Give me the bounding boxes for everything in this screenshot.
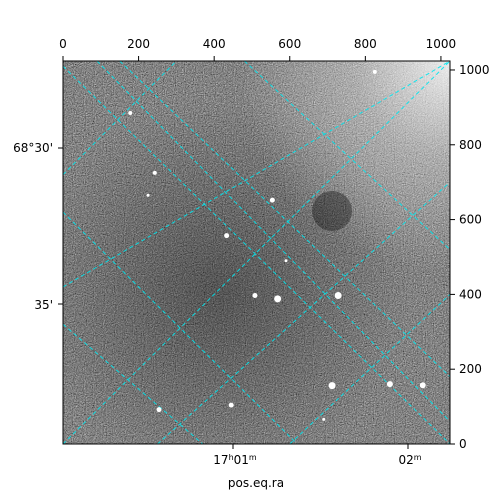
- star-point: [146, 193, 150, 197]
- star-point: [386, 381, 393, 388]
- star-point: [228, 402, 234, 408]
- star-point: [269, 197, 275, 203]
- right-tick-label: 400: [459, 287, 482, 301]
- top-pixel-axis: 0 200 400 600 800 1000: [59, 37, 456, 61]
- star-point: [156, 407, 162, 413]
- dec-tick-label-35: 35': [34, 298, 53, 312]
- star-point: [128, 110, 133, 115]
- plot-frame: [62, 60, 451, 445]
- star-point: [274, 295, 282, 303]
- grid-line: [63, 61, 177, 176]
- right-tick-label: 800: [459, 138, 482, 152]
- top-tick-label: 1000: [426, 37, 457, 51]
- stars-layer: [128, 69, 426, 421]
- grid-line: [63, 61, 450, 288]
- right-tick-label: 200: [459, 362, 482, 376]
- grid-line: [244, 61, 450, 250]
- grid-line: [96, 61, 450, 422]
- top-tick-label: 600: [278, 37, 301, 51]
- grid-line: [63, 65, 450, 444]
- star-point: [284, 259, 288, 263]
- x-axis-label: pos.eq.ra: [228, 476, 284, 490]
- grid-line: [289, 294, 450, 444]
- right-tick-label: 1000: [459, 63, 490, 77]
- star-point: [334, 292, 342, 300]
- left-dec-axis: 68°30' 35': [13, 141, 63, 312]
- star-point: [419, 382, 426, 389]
- image-plot-area: [63, 61, 450, 444]
- top-tick-label: 400: [203, 37, 226, 51]
- star-point: [224, 233, 230, 239]
- star-point: [372, 69, 377, 74]
- grid-line: [63, 323, 204, 444]
- top-tick-label: 0: [59, 37, 67, 51]
- star-point: [152, 170, 157, 175]
- right-tick-label: 0: [459, 437, 467, 451]
- ra-tick-label-02m: 02m: [398, 453, 421, 468]
- star-point: [252, 293, 258, 299]
- coordinate-grid: [63, 61, 450, 444]
- top-tick-label: 200: [127, 37, 150, 51]
- star-point: [328, 382, 336, 390]
- dark-nebula-blob: [312, 191, 352, 231]
- right-pixel-axis: 0 200 400 600 800 1000: [450, 63, 490, 451]
- bottom-ra-axis: 17h01m 02m: [213, 444, 422, 468]
- dec-tick-label-68-30: 68°30': [13, 141, 53, 155]
- star-point: [322, 417, 326, 421]
- right-tick-label: 600: [459, 213, 482, 227]
- grid-line: [119, 61, 450, 378]
- ra-tick-label-17h01m: 17h01m: [213, 453, 257, 468]
- grid-line: [157, 181, 450, 444]
- top-tick-label: 800: [354, 37, 377, 51]
